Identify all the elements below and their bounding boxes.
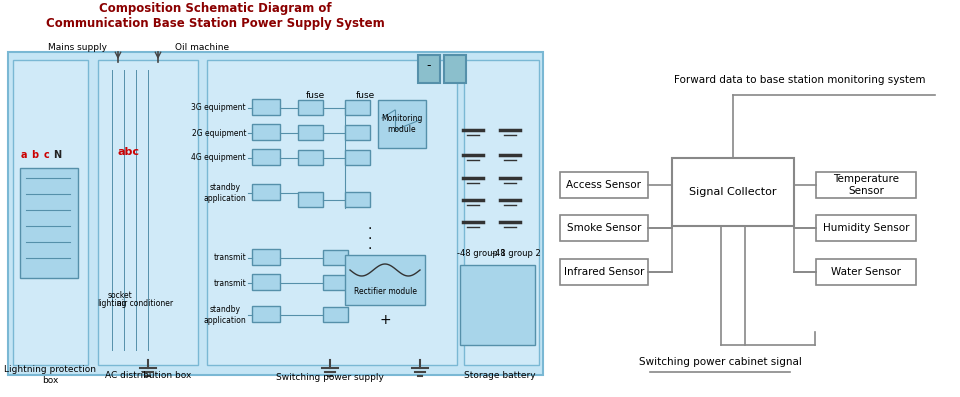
Text: Monitoring
module: Monitoring module xyxy=(381,114,422,134)
Text: 3G equipment: 3G equipment xyxy=(191,104,246,112)
Text: Oil machine: Oil machine xyxy=(175,44,229,52)
Text: .: . xyxy=(368,218,372,232)
Bar xyxy=(345,192,370,207)
Text: -48 group 1: -48 group 1 xyxy=(457,249,505,258)
Bar xyxy=(672,158,794,226)
Bar xyxy=(298,192,323,207)
Text: lighting: lighting xyxy=(97,299,127,308)
Text: -48 group 2: -48 group 2 xyxy=(492,249,540,258)
Bar xyxy=(816,259,916,285)
Text: transmit: transmit xyxy=(213,254,246,262)
Text: c: c xyxy=(43,150,49,160)
Text: fuse: fuse xyxy=(305,91,324,100)
Text: a: a xyxy=(21,150,27,160)
Text: standby
application: standby application xyxy=(204,183,246,203)
Bar xyxy=(298,125,323,140)
Bar xyxy=(378,100,426,148)
Text: Rectifier module: Rectifier module xyxy=(353,287,417,297)
Text: Humidity Sensor: Humidity Sensor xyxy=(823,223,909,233)
Bar xyxy=(252,124,280,140)
Text: Storage battery: Storage battery xyxy=(465,370,536,380)
Bar xyxy=(816,215,916,241)
Bar xyxy=(464,60,539,365)
Bar xyxy=(345,150,370,165)
Text: Infrared Sensor: Infrared Sensor xyxy=(564,267,644,277)
Text: standby
application: standby application xyxy=(204,305,246,325)
Text: 4G equipment: 4G equipment xyxy=(191,154,246,162)
Bar xyxy=(252,274,280,290)
Bar xyxy=(207,60,457,365)
Bar xyxy=(418,55,440,83)
Text: Switching power supply: Switching power supply xyxy=(276,374,384,382)
Bar xyxy=(252,249,280,265)
Bar xyxy=(252,99,280,115)
Bar xyxy=(252,184,280,200)
Bar xyxy=(298,150,323,165)
Text: 2G equipment: 2G equipment xyxy=(191,129,246,137)
Bar xyxy=(13,60,88,365)
Bar xyxy=(560,215,648,241)
Text: fuse: fuse xyxy=(355,91,374,100)
Bar xyxy=(345,100,370,115)
Text: Switching power cabinet signal: Switching power cabinet signal xyxy=(638,357,802,367)
Text: b: b xyxy=(32,150,38,160)
Text: -: - xyxy=(427,60,431,73)
Text: Signal Collector: Signal Collector xyxy=(689,187,777,197)
Bar xyxy=(816,172,916,198)
Bar xyxy=(444,55,466,83)
Text: N: N xyxy=(53,150,61,160)
Bar xyxy=(323,250,348,265)
Bar xyxy=(298,100,323,115)
Text: air conditioner: air conditioner xyxy=(117,299,173,308)
Text: Forward data to base station monitoring system: Forward data to base station monitoring … xyxy=(674,75,925,85)
Text: Access Sensor: Access Sensor xyxy=(566,180,641,190)
Bar xyxy=(323,275,348,290)
Text: Composition Schematic Diagram of
Communication Base Station Power Supply System: Composition Schematic Diagram of Communi… xyxy=(46,2,384,30)
Bar xyxy=(560,259,648,285)
Bar xyxy=(323,307,348,322)
Text: AC distribution box: AC distribution box xyxy=(105,370,191,380)
Text: .: . xyxy=(368,238,372,252)
Bar xyxy=(252,306,280,322)
Bar xyxy=(345,255,425,305)
Bar xyxy=(560,172,648,198)
Text: .: . xyxy=(368,228,372,242)
Bar xyxy=(98,60,198,365)
Text: socket: socket xyxy=(108,291,132,299)
Text: abc: abc xyxy=(117,147,139,157)
Bar xyxy=(252,149,280,165)
Bar xyxy=(20,168,78,278)
Bar xyxy=(460,265,535,345)
Bar xyxy=(345,125,370,140)
Text: Water Sensor: Water Sensor xyxy=(831,267,901,277)
Text: transmit: transmit xyxy=(213,279,246,287)
Text: Temperature
Sensor: Temperature Sensor xyxy=(833,174,899,196)
Text: +: + xyxy=(379,313,391,327)
Bar xyxy=(8,52,543,375)
Text: Lightning protection
box: Lightning protection box xyxy=(4,365,96,385)
Text: Smoke Sensor: Smoke Sensor xyxy=(566,223,641,233)
Text: Mains supply: Mains supply xyxy=(48,44,107,52)
